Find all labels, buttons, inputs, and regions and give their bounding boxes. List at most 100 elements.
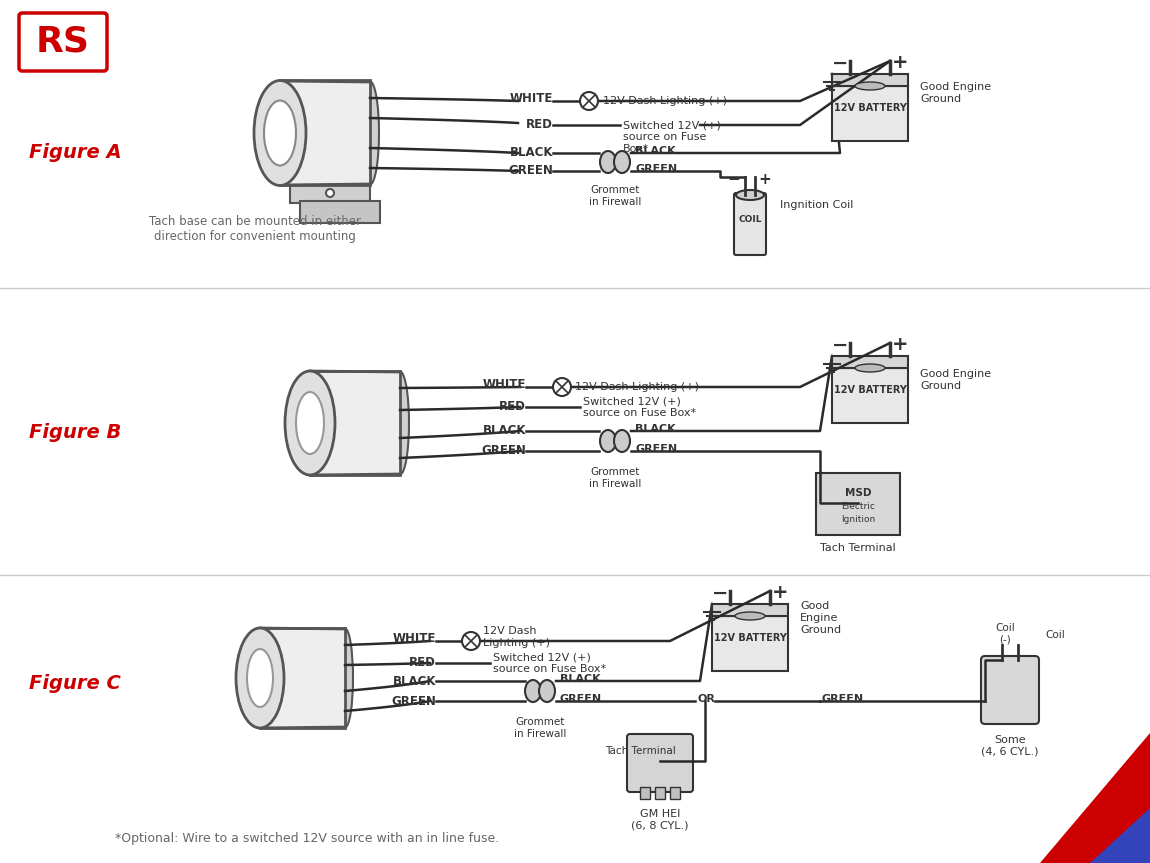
Text: 12V Dash Lighting (+): 12V Dash Lighting (+) bbox=[575, 382, 699, 392]
Ellipse shape bbox=[285, 371, 335, 475]
Bar bbox=[831, 368, 908, 423]
Text: BLACK: BLACK bbox=[635, 424, 676, 434]
Text: *Optional: Wire to a switched 12V source with an in line fuse.: *Optional: Wire to a switched 12V source… bbox=[115, 831, 499, 845]
FancyBboxPatch shape bbox=[20, 13, 107, 71]
Bar bbox=[641, 787, 650, 799]
Ellipse shape bbox=[854, 364, 886, 372]
Text: source on Fuse Box*: source on Fuse Box* bbox=[493, 664, 606, 674]
Bar bbox=[656, 787, 665, 799]
Text: RED: RED bbox=[527, 118, 553, 131]
Ellipse shape bbox=[296, 392, 324, 454]
Text: Electric: Electric bbox=[841, 501, 875, 511]
Circle shape bbox=[325, 189, 334, 197]
Text: RED: RED bbox=[409, 657, 436, 670]
Text: Tach base can be mounted in either
direction for convenient mounting: Tach base can be mounted in either direc… bbox=[150, 215, 361, 243]
Text: GREEN: GREEN bbox=[481, 444, 526, 457]
Text: Lighting (+): Lighting (+) bbox=[483, 638, 550, 648]
Text: MSD: MSD bbox=[845, 488, 872, 498]
Bar bbox=[712, 616, 788, 671]
Text: Good Engine
Ground: Good Engine Ground bbox=[920, 82, 991, 104]
Text: WHITE: WHITE bbox=[509, 92, 553, 105]
Bar bbox=[290, 183, 370, 203]
Text: BLACK: BLACK bbox=[635, 146, 676, 156]
Text: 12V Dash: 12V Dash bbox=[483, 626, 537, 636]
Text: Ingnition Coil: Ingnition Coil bbox=[780, 200, 853, 210]
Text: Switched 12V (+): Switched 12V (+) bbox=[623, 120, 721, 130]
Ellipse shape bbox=[236, 628, 284, 728]
Circle shape bbox=[462, 632, 480, 650]
Text: +: + bbox=[759, 172, 772, 186]
Text: Good Engine
Ground: Good Engine Ground bbox=[920, 369, 991, 391]
Text: RS: RS bbox=[36, 25, 90, 59]
Text: Grommet
in Firewall: Grommet in Firewall bbox=[589, 185, 642, 206]
Text: WHITE: WHITE bbox=[483, 379, 526, 392]
Polygon shape bbox=[1090, 808, 1150, 863]
Text: 12V BATTERY: 12V BATTERY bbox=[834, 385, 906, 395]
Text: GREEN: GREEN bbox=[635, 164, 677, 174]
Ellipse shape bbox=[614, 430, 630, 452]
Ellipse shape bbox=[254, 80, 306, 186]
Text: Coil: Coil bbox=[1045, 630, 1065, 640]
Text: GREEN: GREEN bbox=[822, 694, 864, 704]
FancyBboxPatch shape bbox=[734, 193, 766, 255]
Text: −: − bbox=[831, 336, 849, 355]
FancyBboxPatch shape bbox=[627, 734, 693, 792]
Text: Tach Terminal: Tach Terminal bbox=[820, 543, 896, 553]
Polygon shape bbox=[1040, 733, 1150, 863]
Ellipse shape bbox=[614, 151, 630, 173]
Ellipse shape bbox=[526, 680, 540, 702]
Ellipse shape bbox=[247, 649, 273, 707]
Text: GREEN: GREEN bbox=[635, 444, 677, 454]
Ellipse shape bbox=[539, 680, 555, 702]
Text: Some
(4, 6 CYL.): Some (4, 6 CYL.) bbox=[981, 735, 1038, 757]
Text: GREEN: GREEN bbox=[508, 165, 553, 178]
Text: −: − bbox=[712, 583, 728, 602]
Text: Tach Terminal: Tach Terminal bbox=[605, 746, 676, 756]
Circle shape bbox=[580, 92, 598, 110]
Text: 12V BATTERY: 12V BATTERY bbox=[834, 103, 906, 113]
Circle shape bbox=[553, 378, 572, 396]
Ellipse shape bbox=[854, 82, 886, 90]
Ellipse shape bbox=[361, 81, 380, 185]
Bar bbox=[816, 473, 900, 535]
Text: RED: RED bbox=[499, 400, 526, 413]
Bar bbox=[831, 86, 908, 141]
Text: source on Fuse Box*: source on Fuse Box* bbox=[583, 408, 696, 418]
FancyBboxPatch shape bbox=[260, 628, 345, 728]
Text: Grommet
in Firewall: Grommet in Firewall bbox=[589, 467, 642, 488]
Text: 12V Dash Lighting (+): 12V Dash Lighting (+) bbox=[603, 96, 727, 106]
Text: BLACK: BLACK bbox=[509, 147, 553, 160]
Ellipse shape bbox=[337, 628, 353, 728]
Text: BLACK: BLACK bbox=[483, 425, 526, 438]
Text: +: + bbox=[772, 583, 788, 602]
Text: BLACK: BLACK bbox=[392, 675, 436, 688]
Text: COIL: COIL bbox=[738, 216, 761, 224]
Text: GM HEI
(6, 8 CYL.): GM HEI (6, 8 CYL.) bbox=[631, 809, 689, 830]
Bar bbox=[712, 604, 788, 616]
Text: Switched 12V (+): Switched 12V (+) bbox=[493, 652, 591, 662]
Text: source on Fuse: source on Fuse bbox=[623, 132, 706, 142]
Text: Box*: Box* bbox=[623, 144, 650, 154]
Text: GREEN: GREEN bbox=[560, 694, 603, 704]
Ellipse shape bbox=[736, 190, 764, 200]
Ellipse shape bbox=[391, 371, 409, 475]
FancyBboxPatch shape bbox=[310, 371, 400, 475]
Ellipse shape bbox=[600, 430, 616, 452]
FancyBboxPatch shape bbox=[981, 656, 1038, 724]
Text: Good
Engine
Ground: Good Engine Ground bbox=[800, 602, 841, 634]
Text: Figure A: Figure A bbox=[29, 143, 121, 162]
Ellipse shape bbox=[735, 612, 765, 620]
Bar bbox=[831, 356, 908, 368]
Text: OR: OR bbox=[697, 694, 715, 704]
Text: +: + bbox=[891, 336, 908, 355]
Text: GREEN: GREEN bbox=[391, 695, 436, 708]
Text: Figure C: Figure C bbox=[29, 673, 121, 692]
FancyBboxPatch shape bbox=[300, 201, 380, 223]
Text: Coil
(-): Coil (-) bbox=[995, 623, 1015, 645]
Text: Switched 12V (+): Switched 12V (+) bbox=[583, 396, 681, 406]
Ellipse shape bbox=[600, 151, 616, 173]
Text: Figure B: Figure B bbox=[29, 424, 121, 443]
FancyBboxPatch shape bbox=[279, 80, 370, 185]
Ellipse shape bbox=[264, 100, 296, 166]
Text: Ignition: Ignition bbox=[841, 514, 875, 524]
